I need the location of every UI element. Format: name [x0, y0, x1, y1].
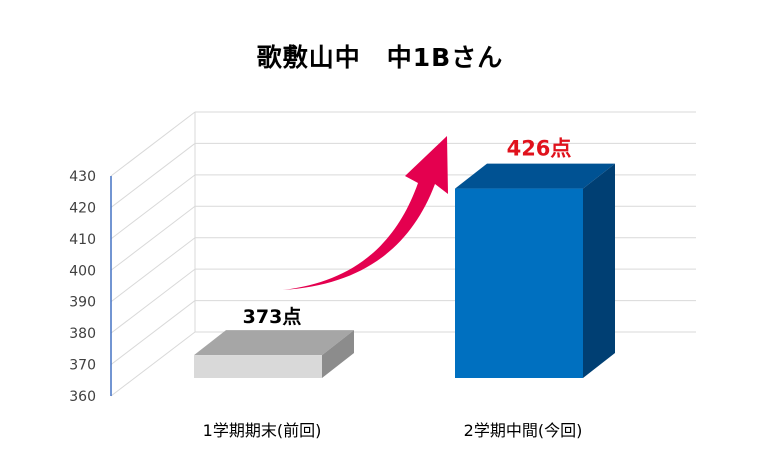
gridline-side	[110, 300, 196, 365]
y-tick-label: 400	[69, 263, 96, 279]
x-tick-label: 1学期期末(前回)	[203, 421, 322, 440]
bar	[194, 355, 322, 378]
y-tick-label: 370	[69, 358, 96, 374]
y-tick-label: 420	[69, 200, 96, 216]
axis-layer: 360 370 380 390 400 410 420 430	[69, 169, 112, 405]
bar-side-face	[322, 330, 354, 378]
growth-arrow-layer	[283, 136, 448, 290]
y-tick-label: 410	[69, 232, 96, 248]
label-layer: 1学期期末(前回) 2学期中間(今回) 373点 426点	[203, 137, 583, 440]
gridline-side	[110, 237, 196, 303]
chart-title: 歌敷山中 中1Bさん	[256, 43, 504, 72]
y-tick-label: 390	[69, 295, 96, 311]
bar	[455, 188, 583, 378]
y-tick-label: 430	[69, 169, 96, 185]
gridline-side	[110, 205, 196, 271]
y-tick-label: 360	[69, 389, 96, 405]
bar-layer	[194, 163, 615, 378]
growth-arrow	[283, 136, 448, 290]
bar-top-face	[194, 330, 354, 356]
data-label: 426点	[507, 137, 572, 161]
gridline-side	[110, 143, 196, 208]
y-tick-label: 380	[69, 326, 96, 342]
gridline-side	[110, 268, 196, 334]
bar-top-face	[455, 163, 615, 189]
x-tick-label: 2学期中間(今回)	[464, 421, 583, 440]
gridline-side	[110, 331, 196, 397]
data-label: 373点	[243, 306, 302, 328]
gridline-side	[110, 111, 196, 177]
bar-side-face	[583, 163, 615, 378]
gridline-side	[110, 174, 196, 240]
